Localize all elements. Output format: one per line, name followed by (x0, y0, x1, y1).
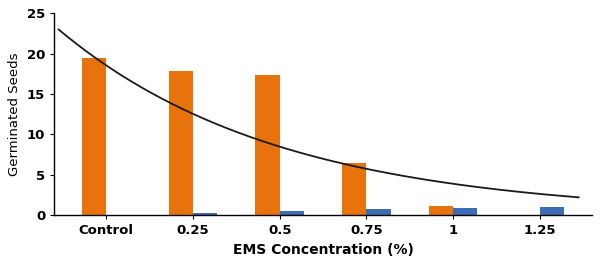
Bar (367, 209, 391, 215)
Bar (539, 207, 564, 215)
X-axis label: EMS Concentration (%): EMS Concentration (%) (233, 243, 413, 257)
Bar (342, 163, 367, 215)
Bar (453, 208, 477, 215)
Bar (169, 72, 193, 215)
Y-axis label: Germinated Seeds: Germinated Seeds (8, 52, 22, 176)
Bar (429, 206, 453, 215)
Bar (193, 213, 217, 215)
Bar (82, 58, 106, 215)
Bar (256, 76, 280, 215)
Bar (280, 211, 304, 215)
